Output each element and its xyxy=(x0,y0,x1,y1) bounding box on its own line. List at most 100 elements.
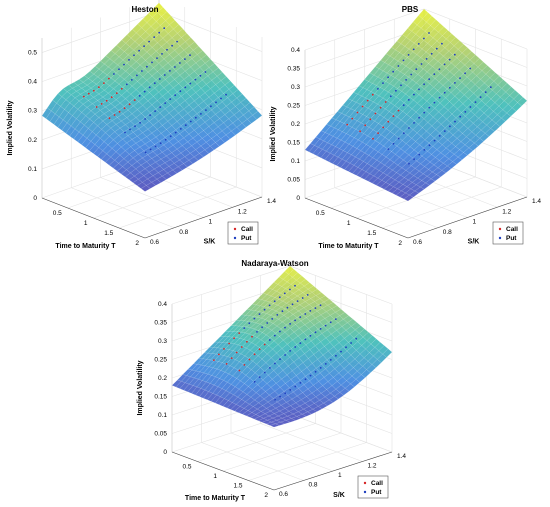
call-point xyxy=(228,342,231,345)
put-point xyxy=(387,76,389,79)
put-point xyxy=(261,326,263,329)
put-point xyxy=(123,63,125,66)
put-point xyxy=(215,101,217,104)
put-point xyxy=(143,45,146,48)
y-axis-label: S/K xyxy=(333,492,345,499)
call-point xyxy=(371,93,374,96)
put-point xyxy=(479,96,482,98)
put-point xyxy=(169,135,172,138)
market-points xyxy=(213,284,358,401)
chart-title: PBS xyxy=(402,5,419,14)
put-point xyxy=(435,47,438,50)
put-point xyxy=(273,300,276,303)
put-point xyxy=(134,125,136,128)
put-point xyxy=(474,101,477,103)
put-point xyxy=(194,78,197,81)
call-point xyxy=(351,117,354,120)
put-point xyxy=(144,118,147,120)
y-tick-label: 0.8 xyxy=(443,229,452,236)
z-axis-label: Implied Volatility xyxy=(270,106,277,161)
y-tick-label: 1 xyxy=(338,472,342,479)
x-axis-label: Time to Maturity T xyxy=(55,243,116,250)
put-point xyxy=(266,322,269,324)
call-point xyxy=(361,105,364,108)
legend-put-marker xyxy=(363,490,367,494)
y-gridline xyxy=(260,423,363,462)
put-point xyxy=(163,27,166,30)
put-point xyxy=(407,54,410,56)
legend-call-label: Call xyxy=(506,226,518,233)
x-tick-label: 1 xyxy=(347,220,351,227)
put-point xyxy=(158,78,161,80)
y-tick-label: 1 xyxy=(473,219,477,226)
put-point xyxy=(464,72,466,75)
put-point xyxy=(454,120,456,123)
put-point xyxy=(154,145,157,148)
put-point xyxy=(263,308,266,311)
put-point xyxy=(279,330,281,333)
put-point xyxy=(433,101,436,104)
put-point xyxy=(273,334,276,337)
z-tick-label: 0.5 xyxy=(28,50,37,57)
put-point xyxy=(418,88,420,91)
x-tick-label: 1 xyxy=(84,220,88,227)
put-point xyxy=(294,346,297,348)
call-point xyxy=(108,117,111,120)
market-points xyxy=(346,32,492,165)
call-point xyxy=(225,363,228,365)
put-point xyxy=(263,371,266,374)
put-point xyxy=(179,90,182,93)
x-tick-label: 2 xyxy=(264,492,268,499)
call-point xyxy=(120,87,123,90)
put-point xyxy=(423,149,426,151)
call-point xyxy=(346,123,349,126)
put-point xyxy=(164,138,167,141)
y-gridline xyxy=(334,187,438,229)
put-point xyxy=(340,350,342,353)
put-point xyxy=(413,158,415,161)
market-points xyxy=(82,27,227,154)
put-point xyxy=(128,59,130,61)
call-point xyxy=(263,343,266,346)
put-point xyxy=(459,77,461,79)
put-point xyxy=(397,137,400,140)
x-tick-label: 1.5 xyxy=(233,483,242,490)
legend-call-marker xyxy=(363,481,367,485)
put-point xyxy=(161,53,163,55)
y-gridline xyxy=(230,432,334,472)
put-point xyxy=(284,326,286,329)
call-point xyxy=(359,130,361,133)
put-point xyxy=(141,70,143,72)
put-point xyxy=(408,162,410,165)
call-point xyxy=(387,120,390,123)
chart-title: Nadaraya-Watson xyxy=(241,259,308,268)
put-point xyxy=(314,370,317,373)
put-point xyxy=(469,106,472,108)
call-point xyxy=(95,106,98,108)
put-point xyxy=(387,148,390,151)
z-tick-label: 0.15 xyxy=(154,394,167,401)
put-point xyxy=(423,83,425,86)
call-point xyxy=(123,107,126,110)
put-point xyxy=(423,111,426,114)
x-tick-label: 1.5 xyxy=(104,230,113,237)
legend-put-label: Put xyxy=(241,235,252,242)
x-tick-label: 1 xyxy=(213,473,217,480)
z-tick-label: 0.2 xyxy=(158,375,167,382)
put-point xyxy=(304,338,307,341)
z-tick-label: 0.3 xyxy=(291,84,300,91)
put-point xyxy=(289,323,291,325)
put-point xyxy=(174,131,177,134)
x-tick-label: 0.5 xyxy=(316,210,325,217)
put-point xyxy=(189,120,192,123)
put-point xyxy=(248,322,251,325)
y-tick-label: 1.2 xyxy=(238,208,247,215)
y-tick-label: 1.4 xyxy=(532,198,541,205)
put-point xyxy=(220,97,222,100)
put-point xyxy=(392,142,395,145)
legend: Call Put xyxy=(492,221,524,245)
y-axis-line xyxy=(407,196,528,239)
put-point xyxy=(400,84,402,87)
call-point xyxy=(238,332,241,334)
